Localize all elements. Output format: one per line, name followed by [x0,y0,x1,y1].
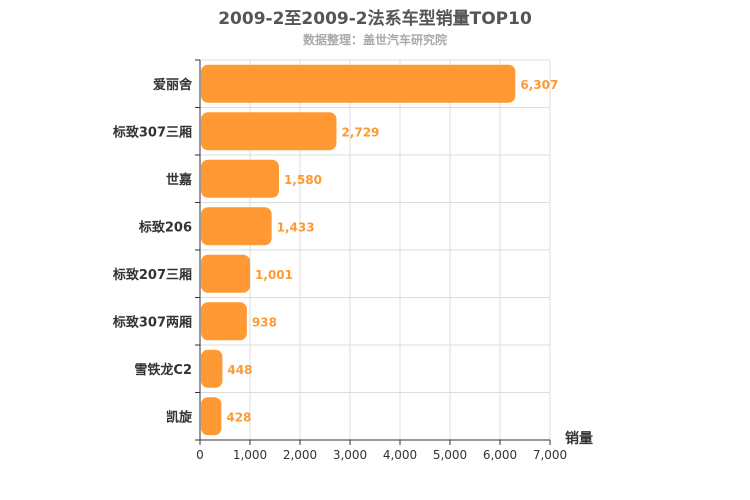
data-label: 448 [227,363,252,377]
category-label: 雪铁龙C2 [134,362,192,378]
bar [201,64,516,103]
data-label: 6,307 [520,78,558,92]
category-label: 世嘉 [166,172,192,188]
data-label: 2,729 [341,125,379,139]
chart-subtitle: 数据整理：盖世汽车研究院 [302,33,447,47]
data-label: 1,580 [284,173,322,187]
x-tick-label: 5,000 [433,448,467,462]
bar [201,397,222,436]
category-label: 标致207三厢 [112,267,192,283]
bar [201,349,223,388]
x-tick-label: 0 [196,448,204,462]
data-label: 1,433 [277,220,315,234]
x-tick-label: 3,000 [333,448,367,462]
grid-lines [200,59,551,441]
data-label: 1,001 [255,268,293,282]
bar [201,207,272,246]
category-label: 标致307三厢 [112,124,192,140]
x-axis-label: 销量 [565,430,593,447]
category-label: 爱丽舍 [153,77,193,93]
category-label: 标致206 [138,219,192,235]
data-label: 428 [226,410,251,424]
x-tick-label: 2,000 [283,448,317,462]
data-label: 938 [252,315,277,329]
chart-title: 2009-2至2009-2法系车型销量TOP10 [218,9,532,29]
bar [201,159,279,198]
bar [201,112,337,151]
category-label: 标致307两厢 [112,314,192,330]
x-tick-label: 6,000 [483,448,517,462]
bars: 6,307 2,729 1,580 1,433 1,001 938 448 428 [201,64,558,436]
x-tick-label: 7,000 [533,448,567,462]
bar [201,254,251,293]
x-tick-label: 4,000 [383,448,417,462]
x-tick-label: 1,000 [233,448,267,462]
bar [201,302,247,341]
category-label: 凯旋 [166,409,193,425]
